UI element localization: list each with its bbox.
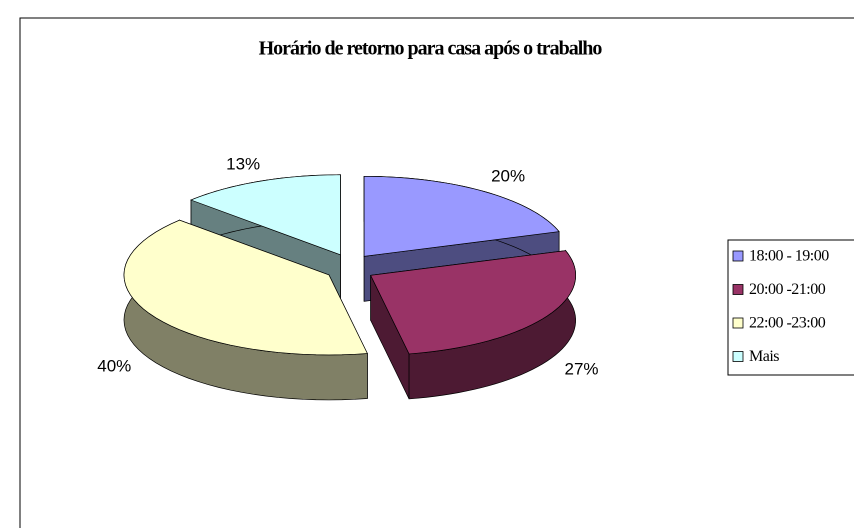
legend-label: 22:00 -23:00 (749, 315, 826, 332)
slice (370, 250, 576, 355)
legend-swatch (732, 284, 744, 295)
data-label: 20% (491, 167, 525, 186)
legend-box (727, 239, 854, 376)
legend-label: Mais (749, 348, 779, 365)
chart-title: Horário de retorno para casa após o trab… (259, 38, 603, 60)
slice (190, 174, 341, 256)
data-label: 13% (226, 154, 260, 173)
legend-swatch (732, 351, 744, 362)
legend-label: 18:00 - 19:00 (749, 248, 829, 265)
slice (123, 219, 368, 356)
legend-swatch (732, 317, 744, 329)
data-label: 27% (565, 360, 599, 379)
slice (363, 175, 560, 257)
legend-swatch (732, 250, 744, 262)
legend-label: 20:00 -21:00 (749, 281, 826, 298)
data-label: 40% (97, 357, 131, 376)
